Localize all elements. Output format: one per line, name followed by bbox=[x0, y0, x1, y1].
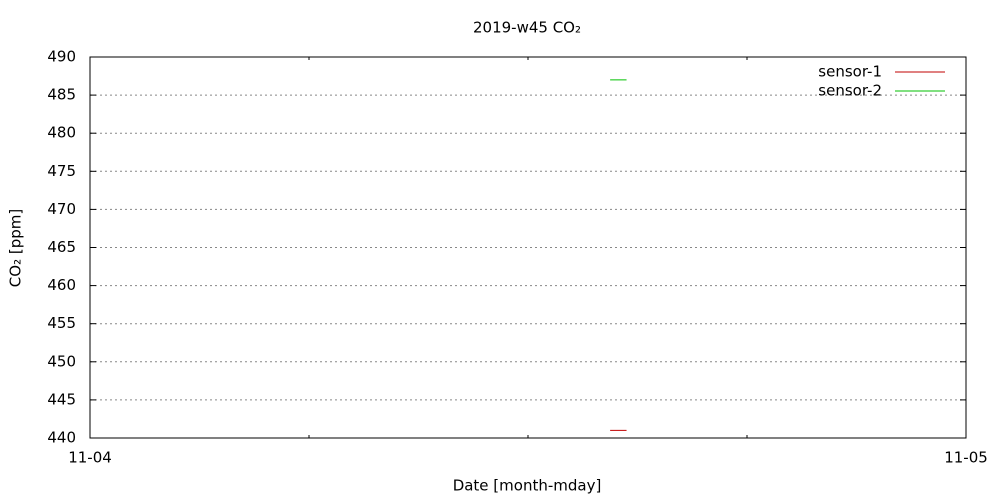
y-tick-label: 485 bbox=[47, 86, 76, 104]
y-tick-label: 460 bbox=[47, 276, 76, 294]
plot-frame bbox=[89, 56, 967, 439]
y-tick-label: 445 bbox=[47, 390, 76, 408]
chart-title: 2019-w45 CO₂ bbox=[473, 19, 581, 37]
y-tick-label: 470 bbox=[47, 200, 76, 218]
x-axis-label: Date [month-mday] bbox=[453, 477, 602, 495]
y-tick-label: 455 bbox=[47, 314, 76, 332]
x-tick-label: 11-04 bbox=[68, 449, 112, 467]
legend-label: sensor-1 bbox=[818, 63, 882, 81]
y-axis-label: CO₂ [ppm] bbox=[7, 209, 25, 287]
x-tick-label: 11-05 bbox=[944, 449, 988, 467]
y-tick-label: 465 bbox=[47, 238, 76, 256]
y-tick-label: 490 bbox=[47, 48, 76, 66]
y-tick-label: 475 bbox=[47, 162, 76, 180]
y-tick-label: 440 bbox=[47, 429, 76, 447]
legend-label: sensor-2 bbox=[818, 82, 882, 100]
y-tick-label: 450 bbox=[47, 352, 76, 370]
y-tick-label: 480 bbox=[47, 124, 76, 142]
